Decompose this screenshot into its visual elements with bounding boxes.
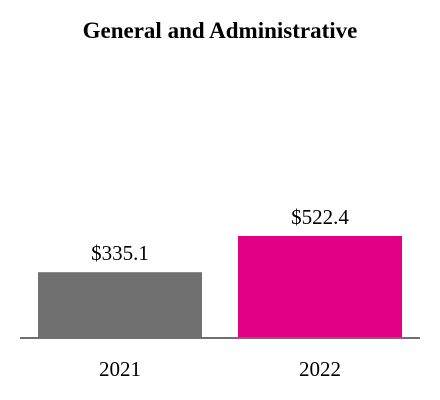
data-label-2022: $522.4: [291, 205, 349, 229]
data-label-2021: $335.1: [91, 241, 149, 265]
x-tick-label-2022: 2022: [299, 357, 341, 381]
bar-2021: [38, 272, 202, 337]
x-tick-label-2021: 2021: [99, 357, 141, 381]
bar-2022: [238, 236, 402, 337]
chart-title: General and Administrative: [82, 18, 358, 43]
